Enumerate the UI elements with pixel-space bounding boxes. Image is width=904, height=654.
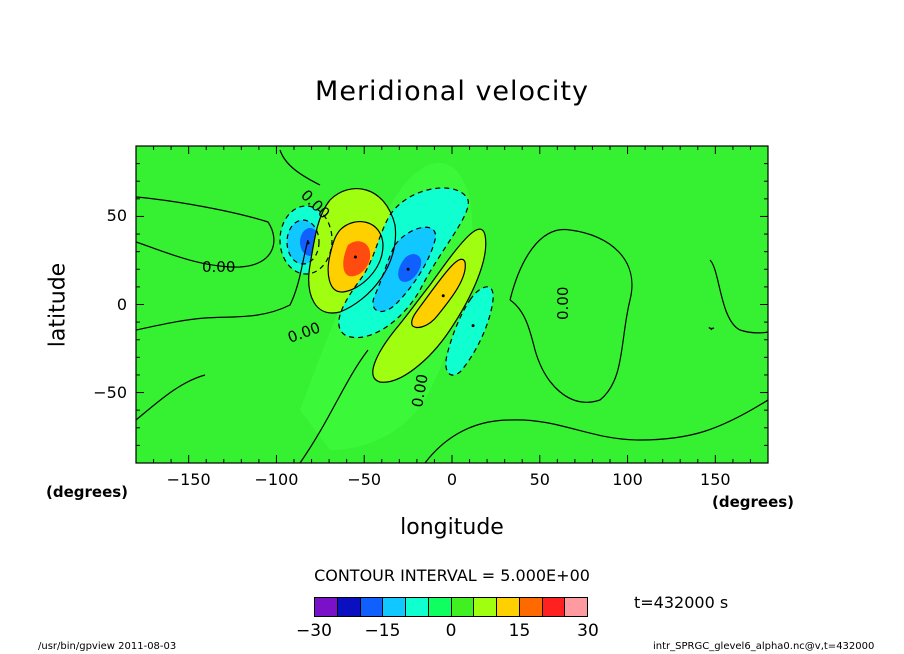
time-label: t=432000 s (634, 593, 729, 612)
x-tick-label: 0 (446, 470, 458, 489)
colorbar-tick-label: −15 (364, 621, 401, 641)
y-ticks (136, 145, 768, 464)
x-tick-label: −50 (347, 470, 382, 489)
colorbar-tick-label: 15 (508, 621, 531, 641)
colorbar-cell (474, 598, 497, 616)
y-tick-label: 0 (116, 294, 127, 314)
colorbar-tick-label: 0 (445, 621, 457, 641)
x-axis-label: longitude (400, 515, 504, 540)
contour-label: 0.00 (408, 373, 432, 409)
colorbar-cell (565, 598, 587, 616)
colorbar-cell (542, 598, 566, 616)
minimum-mark (471, 324, 475, 328)
contour-label: 0.00 (554, 287, 572, 320)
maximum-mark (441, 294, 445, 298)
minimum-mark (406, 267, 410, 271)
y-tick-label: 50 (106, 206, 127, 226)
contour-lines-negative (279, 187, 494, 376)
footer-left: /usr/bin/gpview 2011-08-03 (38, 641, 177, 652)
contour-lines (136, 149, 768, 463)
colorbar-cell (315, 598, 338, 616)
x-tick-label: 100 (612, 470, 643, 489)
x-ticks (135, 146, 769, 463)
colorbar-cell (428, 598, 452, 616)
colorbar-cell (406, 598, 429, 616)
colorbar-cell (337, 598, 361, 616)
minimum-mark (306, 241, 310, 245)
contour-fill-neg3 (445, 286, 494, 376)
x-axis-unit: (degrees) (712, 493, 795, 511)
colorbar-cell (383, 598, 406, 616)
x-tick-label: 50 (529, 470, 550, 489)
contour-fill-neg2-inner (398, 254, 422, 282)
contour-fill-pos1-inner (343, 241, 371, 277)
contour-interval-text: CONTOUR INTERVAL = 5.000E+00 (314, 566, 590, 585)
colorbar-cell (497, 598, 520, 616)
y-axis-unit: (degrees) (46, 483, 129, 501)
contour-label: 0.00 (202, 258, 235, 276)
maximum-mark (353, 255, 357, 259)
chart-title: Meridional velocity (315, 76, 589, 107)
feature-marks (306, 241, 475, 328)
y-axis-label: latitude (45, 262, 71, 348)
footer-right: intr_SPRGC_glevel6_alpha0.nc@v,t=432000 (653, 641, 875, 652)
x-tick-label: 150 (700, 470, 731, 489)
colorbar-cell (360, 598, 384, 616)
x-tick-label: −150 (166, 470, 211, 489)
colorbar-cell (519, 598, 543, 616)
colorbar (314, 597, 588, 617)
colorbar-tick-label: 30 (577, 621, 599, 641)
y-tick-label: −50 (93, 382, 127, 402)
colorbar-cell (451, 598, 475, 616)
contour-fill-pos2-inner (411, 259, 466, 328)
colorbar-tick-label: −30 (296, 621, 332, 641)
x-tick-label: −100 (254, 470, 299, 489)
